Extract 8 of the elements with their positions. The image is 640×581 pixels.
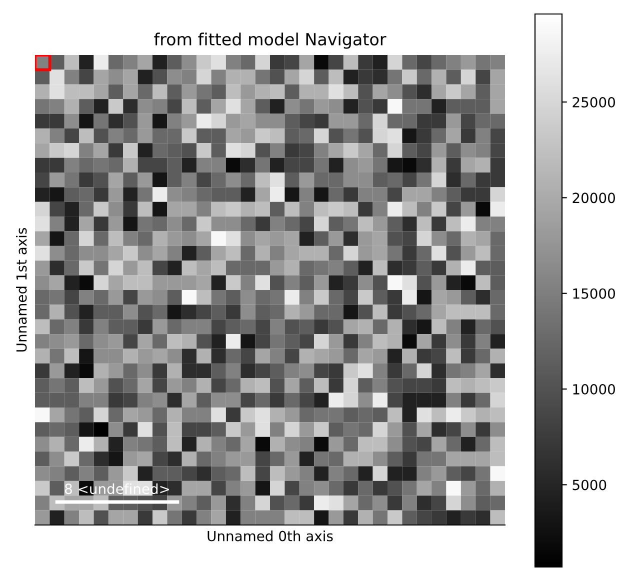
color-bar-label: 15000 (573, 288, 615, 299)
x-axis-title: Unnamed 0th axis (208, 530, 333, 542)
color-bar-label: 5000 (572, 480, 606, 490)
color-bar-label: 10000 (573, 384, 615, 395)
y-axis-title: Unnamed 1st axis (16, 228, 27, 352)
color-bar-label: 20000 (572, 192, 615, 204)
chart-title: from fitted model Navigator (154, 32, 386, 49)
color-bar-label: 25000 (572, 96, 615, 108)
